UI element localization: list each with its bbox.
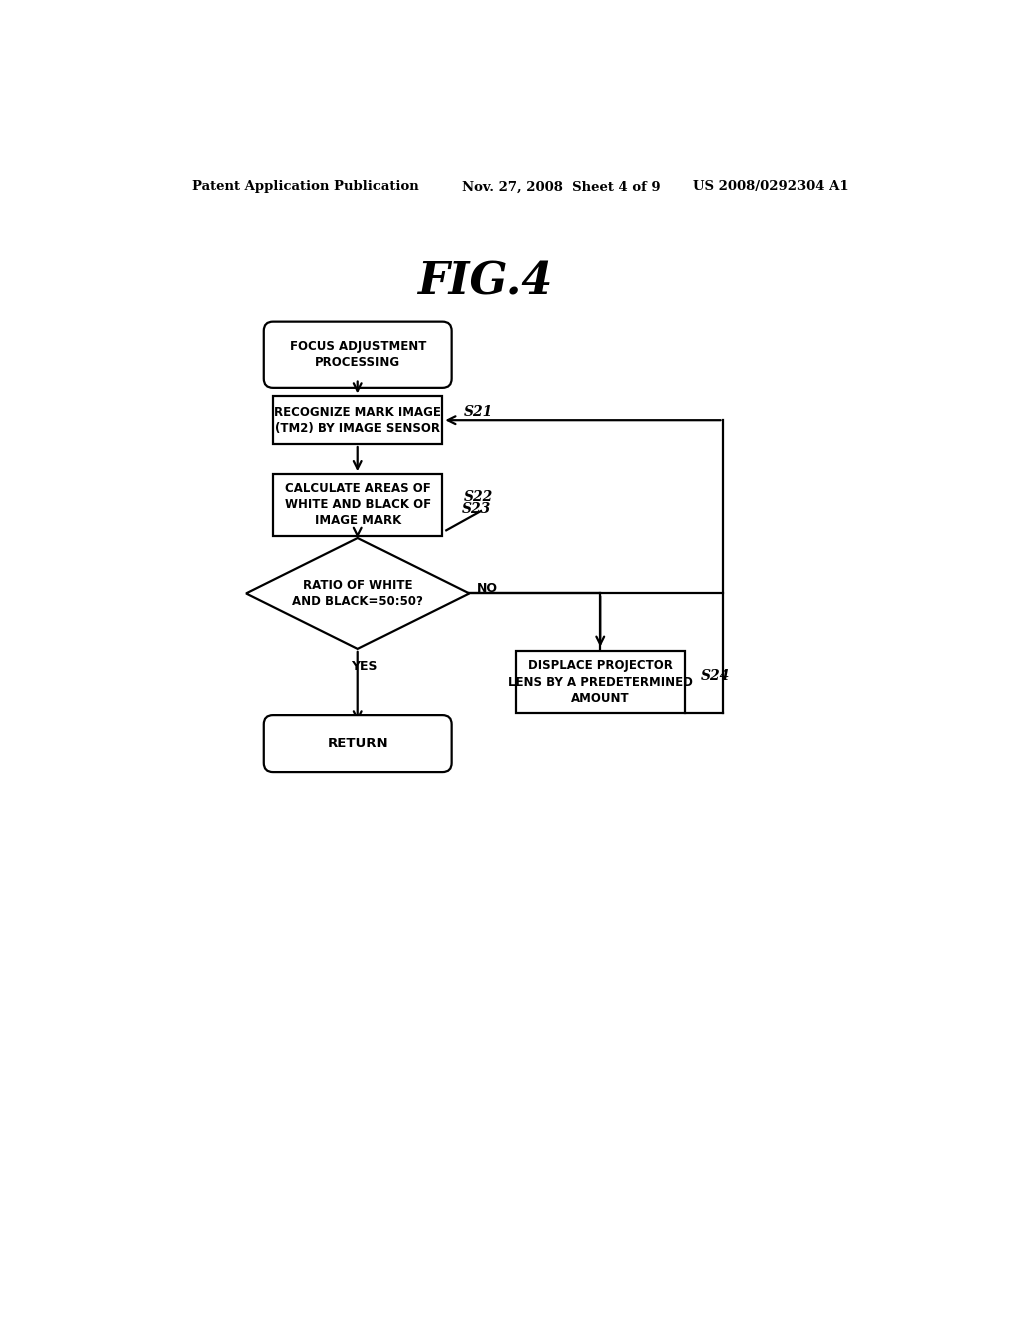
Text: RECOGNIZE MARK IMAGE
(TM2) BY IMAGE SENSOR: RECOGNIZE MARK IMAGE (TM2) BY IMAGE SENS… bbox=[274, 405, 441, 434]
FancyBboxPatch shape bbox=[264, 715, 452, 772]
Text: FOCUS ADJUSTMENT
PROCESSING: FOCUS ADJUSTMENT PROCESSING bbox=[290, 341, 426, 370]
Text: CALCULATE AREAS OF
WHITE AND BLACK OF
IMAGE MARK: CALCULATE AREAS OF WHITE AND BLACK OF IM… bbox=[285, 482, 431, 528]
Text: US 2008/0292304 A1: US 2008/0292304 A1 bbox=[692, 181, 848, 194]
Text: DISPLACE PROJECTOR
LENS BY A PREDETERMINED
AMOUNT: DISPLACE PROJECTOR LENS BY A PREDETERMIN… bbox=[508, 660, 692, 705]
Text: NO: NO bbox=[477, 582, 498, 595]
Text: FIG.4: FIG.4 bbox=[417, 260, 552, 304]
Text: S23: S23 bbox=[462, 503, 490, 516]
Bar bbox=[515, 651, 685, 713]
Polygon shape bbox=[246, 539, 469, 649]
Text: YES: YES bbox=[350, 660, 377, 673]
Text: RATIO OF WHITE
AND BLACK=50:50?: RATIO OF WHITE AND BLACK=50:50? bbox=[292, 579, 423, 609]
Text: S22: S22 bbox=[464, 490, 494, 504]
Text: S24: S24 bbox=[700, 669, 730, 682]
Text: S21: S21 bbox=[464, 405, 494, 420]
Bar bbox=[273, 396, 442, 444]
Bar bbox=[273, 474, 442, 536]
Text: Patent Application Publication: Patent Application Publication bbox=[193, 181, 419, 194]
Text: Nov. 27, 2008  Sheet 4 of 9: Nov. 27, 2008 Sheet 4 of 9 bbox=[462, 181, 660, 194]
FancyBboxPatch shape bbox=[264, 322, 452, 388]
Text: RETURN: RETURN bbox=[328, 737, 388, 750]
